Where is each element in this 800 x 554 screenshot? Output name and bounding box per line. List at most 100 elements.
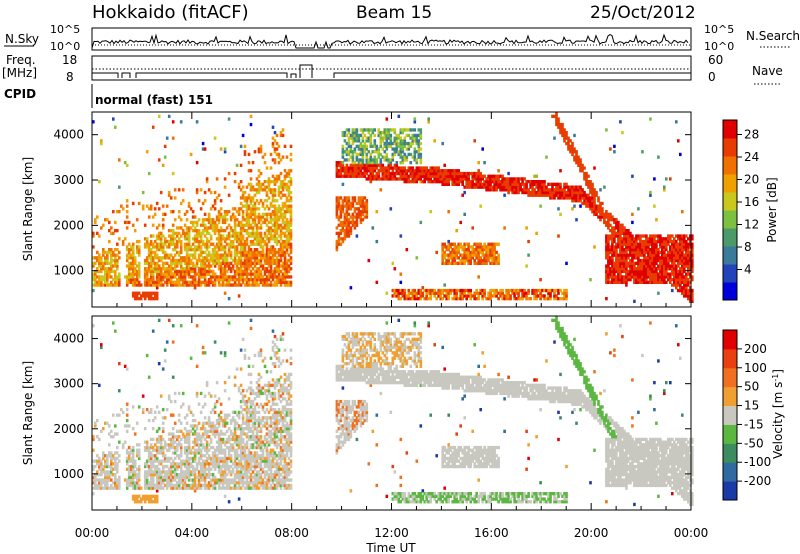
power-cell bbox=[177, 250, 181, 255]
power-cell bbox=[621, 258, 624, 263]
power-cell bbox=[661, 248, 664, 252]
power-cell bbox=[415, 169, 419, 173]
power-cell bbox=[231, 245, 235, 249]
power-cell bbox=[429, 288, 432, 293]
power-cell bbox=[259, 275, 263, 279]
power-cell bbox=[275, 215, 279, 219]
power-cell bbox=[147, 269, 151, 274]
power-cell bbox=[245, 231, 249, 235]
power-cell bbox=[401, 171, 405, 176]
power-cell bbox=[100, 280, 103, 284]
power-cell bbox=[359, 199, 363, 203]
power-cell bbox=[375, 239, 379, 244]
power-cell bbox=[353, 199, 357, 203]
power-cell bbox=[419, 291, 423, 295]
power-cell bbox=[245, 283, 249, 287]
velocity-cell bbox=[125, 367, 129, 371]
power-cell bbox=[383, 136, 387, 140]
power-cell bbox=[581, 190, 584, 195]
power-cell bbox=[643, 242, 646, 246]
power-cell bbox=[565, 133, 568, 138]
power-cell bbox=[259, 264, 263, 268]
power-cell bbox=[267, 256, 271, 260]
power-cell bbox=[535, 180, 538, 184]
power-cell bbox=[153, 207, 157, 211]
power-cell bbox=[659, 256, 662, 260]
power-cell bbox=[615, 242, 618, 246]
power-cell bbox=[283, 212, 287, 216]
power-cell bbox=[663, 185, 666, 189]
power-cell bbox=[116, 258, 119, 263]
power-cell bbox=[255, 261, 259, 265]
power-cell bbox=[285, 174, 289, 178]
nsky-line bbox=[91, 33, 689, 49]
power-cell bbox=[641, 269, 644, 274]
power-cell bbox=[423, 177, 426, 181]
power-cell bbox=[659, 239, 662, 244]
power-cell bbox=[389, 158, 393, 162]
power-cell bbox=[621, 231, 624, 235]
power-cell bbox=[379, 141, 383, 146]
power-cell bbox=[489, 294, 492, 298]
power-cell bbox=[341, 152, 345, 157]
power-cell bbox=[153, 297, 157, 301]
power-cell bbox=[423, 180, 426, 184]
power-cell bbox=[627, 269, 630, 274]
power-cell bbox=[443, 288, 446, 293]
power-cell bbox=[683, 256, 686, 260]
power-cell bbox=[100, 141, 103, 146]
power-cell bbox=[191, 267, 195, 271]
power-cell bbox=[261, 182, 265, 186]
power-cell bbox=[379, 169, 383, 173]
power-cell bbox=[225, 212, 229, 216]
power-cell bbox=[519, 188, 522, 192]
power-cell bbox=[647, 280, 650, 284]
power-cell bbox=[653, 272, 656, 276]
power-cell bbox=[183, 261, 187, 265]
power-cell bbox=[283, 226, 287, 230]
power-cell bbox=[185, 269, 189, 274]
power-cell bbox=[653, 267, 656, 271]
power-cell bbox=[116, 278, 119, 282]
power-cell bbox=[191, 256, 195, 260]
power-cell bbox=[203, 234, 207, 238]
power-cell bbox=[623, 258, 626, 263]
power-cell bbox=[261, 239, 265, 244]
power-cell bbox=[499, 180, 502, 184]
power-cell bbox=[275, 231, 279, 235]
power-cell bbox=[611, 239, 614, 244]
power-cell bbox=[475, 250, 478, 255]
power-cell bbox=[419, 220, 423, 225]
power-cell bbox=[219, 245, 223, 249]
power-cell bbox=[677, 269, 680, 274]
power-cell bbox=[237, 231, 241, 235]
power-cell bbox=[213, 283, 217, 287]
power-cell bbox=[235, 223, 239, 227]
power-cell bbox=[173, 218, 177, 222]
power-cell bbox=[663, 278, 666, 282]
power-cell bbox=[151, 278, 155, 282]
power-cell bbox=[251, 231, 255, 235]
power-cell bbox=[661, 237, 664, 241]
power-cell bbox=[679, 288, 682, 293]
power-cell bbox=[275, 218, 279, 222]
power-cell bbox=[399, 128, 403, 132]
power-cell bbox=[417, 152, 421, 157]
power-cell bbox=[215, 215, 219, 219]
velocity-cell bbox=[133, 486, 137, 490]
power-cell bbox=[133, 291, 137, 295]
velocity-cell bbox=[100, 486, 103, 490]
power-cell bbox=[96, 215, 99, 219]
power-cell bbox=[451, 171, 454, 176]
power-cell bbox=[283, 177, 287, 181]
power-cell bbox=[489, 174, 492, 178]
power-cell bbox=[449, 288, 452, 293]
power-cell bbox=[633, 245, 636, 249]
power-cell bbox=[657, 253, 660, 257]
power-cell bbox=[106, 261, 109, 265]
velocity-cell bbox=[143, 494, 147, 498]
power-cell bbox=[255, 272, 259, 276]
power-cell bbox=[207, 264, 211, 268]
power-cell bbox=[431, 169, 434, 173]
power-cell bbox=[567, 141, 570, 146]
